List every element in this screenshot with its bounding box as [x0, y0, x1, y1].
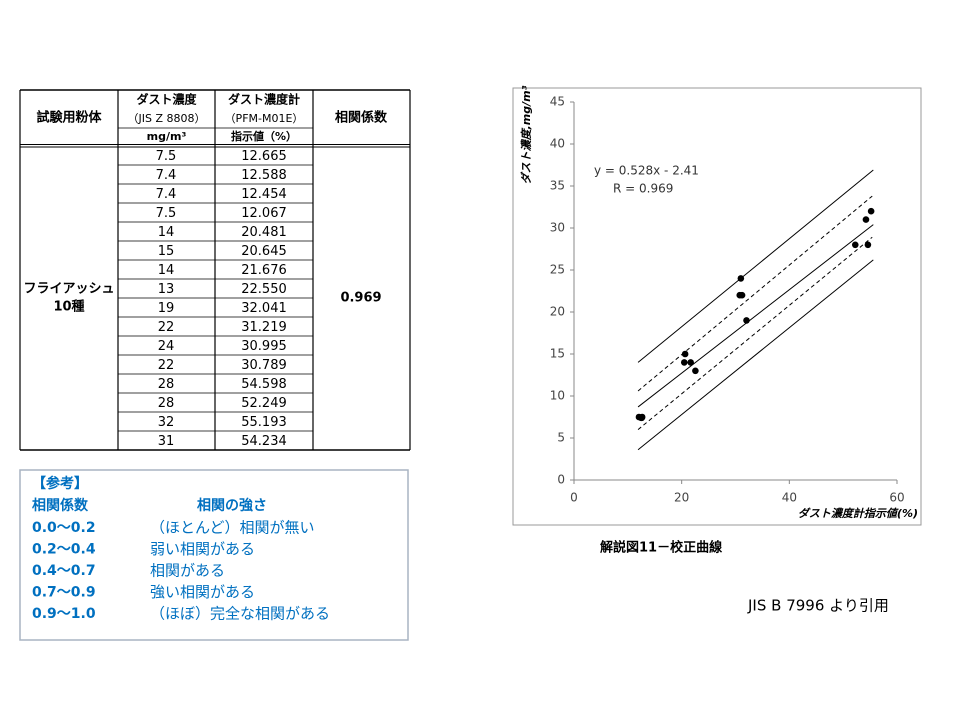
- annotation: R = 0.969: [613, 182, 673, 196]
- x-tick-label: 20: [674, 491, 689, 505]
- powder-name: 10種: [53, 299, 84, 315]
- reference-box: [19, 469, 409, 641]
- table-cell: 12.665: [241, 149, 287, 164]
- fit-line: [637, 224, 874, 408]
- reference-strength: （ほぼ）完全な相関がある: [150, 605, 330, 623]
- powder-name: フライアッシュ: [23, 282, 114, 297]
- table-cell: 54.234: [241, 434, 287, 449]
- reference-range: 0.4～0.7: [32, 563, 96, 579]
- y-axis-label: ダスト濃度,mg/m³: [520, 85, 533, 184]
- data-point: [867, 207, 875, 215]
- table-cell: 15: [158, 244, 175, 259]
- table-cell: 20.481: [241, 225, 287, 240]
- table-cell: 52.249: [241, 396, 287, 411]
- reference-strength: 強い相関がある: [150, 583, 255, 601]
- table-cell: 14: [158, 225, 175, 240]
- reference-header: 相関係数: [32, 497, 89, 514]
- reference-range: 0.9～1.0: [32, 606, 96, 622]
- table-cell: 12.067: [241, 206, 287, 221]
- y-tick-label: 45: [550, 95, 565, 109]
- fit-line: [637, 236, 873, 430]
- reference-header: 相関の強さ: [197, 497, 267, 514]
- data-point: [864, 241, 872, 249]
- data-point: [635, 413, 643, 421]
- chart-frame: [512, 87, 922, 526]
- y-tick-label: 35: [550, 179, 565, 193]
- table-cell: 20.645: [241, 244, 287, 259]
- table-cell: 54.598: [241, 377, 287, 392]
- table-cell: 12.588: [241, 168, 287, 183]
- table-cell: 7.5: [156, 149, 177, 164]
- correlation: 0.969: [340, 291, 381, 306]
- table-header: 指示値（%）: [231, 129, 297, 143]
- table-cell: 22: [158, 320, 175, 335]
- y-tick-label: 30: [550, 221, 565, 235]
- table-header: ダスト濃度計: [228, 92, 300, 107]
- table-cell: 32.041: [241, 301, 287, 316]
- reference-strength: 相関がある: [150, 562, 225, 580]
- data-point: [687, 359, 694, 366]
- fit-line: [637, 195, 873, 392]
- annotation: y = 0.528x - 2.41: [594, 164, 699, 178]
- reference-title: 【参考】: [32, 475, 88, 492]
- table-header: 相関係数: [335, 110, 388, 126]
- table-cell: 24: [158, 339, 175, 354]
- data-point: [851, 241, 859, 249]
- reference-range: 0.2～0.4: [32, 542, 96, 558]
- x-tick-label: 0: [570, 491, 578, 505]
- y-tick-label: 25: [550, 263, 565, 277]
- data-point: [736, 291, 744, 299]
- table-cell: 12.454: [241, 187, 287, 202]
- table-cell: 31: [158, 434, 175, 449]
- y-tick-label: 5: [557, 431, 565, 445]
- table-cell: 13: [158, 282, 175, 297]
- table-cell: 32: [158, 415, 175, 430]
- y-tick-label: 15: [550, 347, 565, 361]
- x-axis-label: ダスト濃度計指示値(%): [798, 507, 918, 520]
- table-cell: 55.193: [241, 415, 287, 430]
- table-cell: 22.550: [241, 282, 287, 297]
- y-tick-label: 0: [557, 473, 565, 487]
- data-point: [680, 359, 688, 366]
- table-cell: 31.219: [241, 320, 287, 335]
- table-cell: 7.4: [156, 168, 177, 183]
- table-cell: 22: [158, 358, 175, 373]
- table-header: （PFM-M01E）: [225, 112, 304, 125]
- source: JIS B 7996 より引用: [747, 597, 889, 615]
- table-header: （JIS Z 8808）: [128, 112, 206, 125]
- y-tick-label: 40: [550, 137, 565, 151]
- caption: 解説図11－校正曲線: [599, 540, 723, 556]
- reference-range: 0.0～0.2: [32, 520, 96, 536]
- data-point: [692, 367, 699, 375]
- table-cell: 19: [158, 301, 175, 316]
- table-cell: 30.995: [241, 339, 287, 354]
- fit-line: [637, 169, 874, 363]
- x-tick-label: 40: [782, 491, 797, 505]
- table-cell: 7.4: [156, 187, 177, 202]
- table-cell: 28: [158, 396, 175, 411]
- x-tick-label: 60: [889, 491, 904, 505]
- table-cell: 21.676: [241, 263, 287, 278]
- y-tick-label: 10: [550, 389, 565, 403]
- data-point: [681, 350, 689, 358]
- reference-range: 0.7～0.9: [32, 585, 96, 601]
- data-point: [862, 216, 870, 223]
- table-cell: 30.789: [241, 358, 287, 373]
- table-header: ダスト濃度: [136, 92, 197, 107]
- table-header: mg/m³: [147, 130, 187, 143]
- table-cell: 7.5: [156, 206, 177, 221]
- reference-strength: 弱い相関がある: [150, 540, 255, 558]
- reference-strength: （ほとんど）相関が無い: [150, 519, 315, 537]
- table-header: 試験用粉体: [36, 110, 102, 126]
- y-tick-label: 20: [550, 305, 565, 319]
- table-cell: 14: [158, 263, 175, 278]
- fit-line: [637, 259, 874, 451]
- table-cell: 28: [158, 377, 175, 392]
